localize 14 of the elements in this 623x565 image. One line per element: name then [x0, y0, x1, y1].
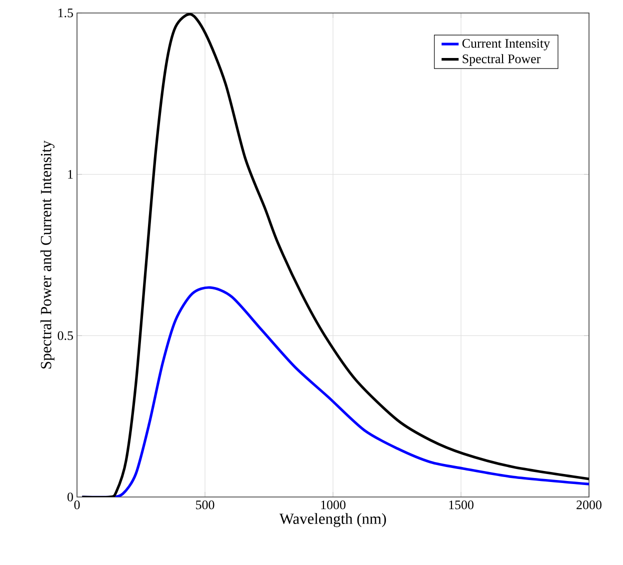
y-tick-label: 0: [68, 492, 73, 502]
x-tick-label: 1500: [449, 500, 474, 510]
x-tick-label: 500: [196, 500, 214, 510]
legend-label: Spectral Power: [462, 54, 541, 66]
y-tick-label: 1.5: [58, 8, 73, 18]
line-series: [80, 12, 590, 497]
y-tick-label: 0.5: [58, 331, 73, 340]
x-tick-label: 0: [74, 500, 80, 510]
x-tick-label: 1000: [321, 500, 346, 510]
x-tick-label: 2000: [576, 500, 602, 510]
legend-label: Current Intensity: [462, 39, 550, 50]
x-axis-title: Wavelength (nm): [279, 513, 386, 528]
y-tick-label: 1: [68, 170, 73, 179]
y-axis-title: Spectral Power and Current Intensity: [40, 140, 54, 368]
